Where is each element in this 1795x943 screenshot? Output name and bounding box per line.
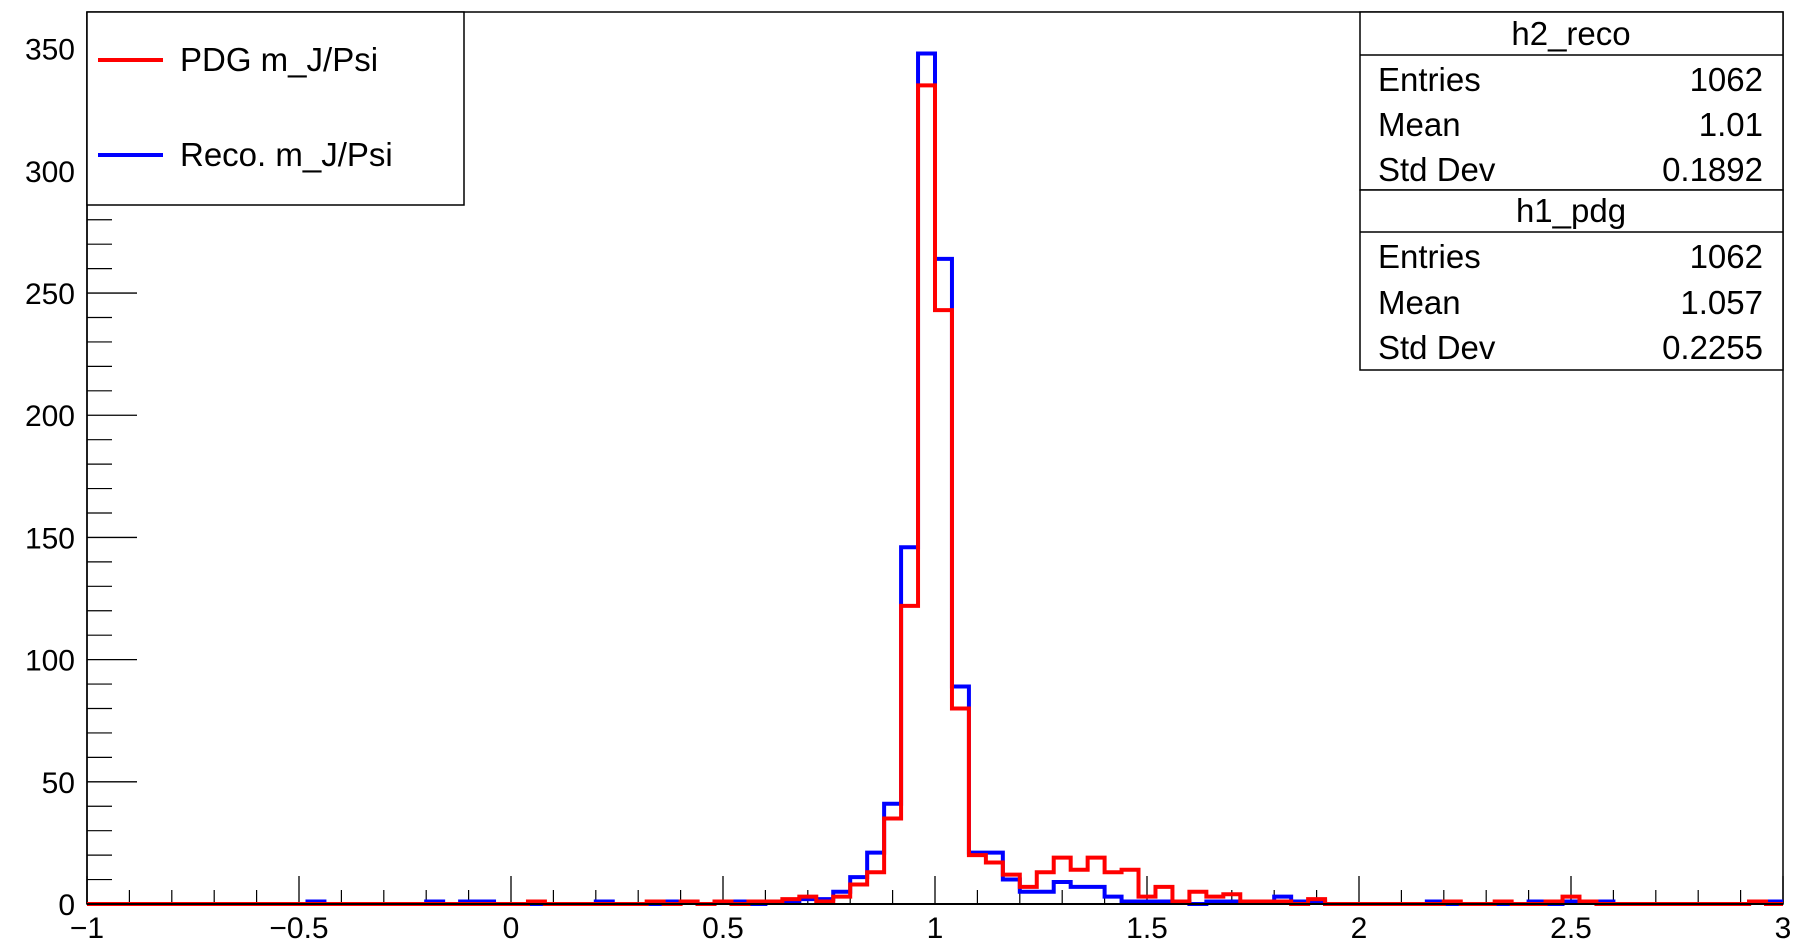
x-tick-label: −1 [70, 912, 104, 943]
stat-box-frame [1359, 189, 1784, 371]
stat-stddev-label: Std Dev [1378, 329, 1496, 366]
stat-box-title: h2_reco [1511, 15, 1630, 52]
y-tick-label: 150 [25, 522, 75, 555]
stat-mean-value: 1.057 [1680, 284, 1763, 321]
stat-mean-label: Mean [1378, 106, 1461, 143]
stat-entries-value: 1062 [1690, 238, 1763, 275]
x-tick-label: 3 [1775, 912, 1792, 943]
y-tick-label: 0 [58, 889, 75, 922]
y-tick-label: 100 [25, 645, 75, 678]
y-tick-label: 300 [25, 156, 75, 189]
x-axis: −1 −0.5 0 0.5 1 1.5 2 2.5 3 [70, 876, 1791, 943]
legend-label-pdg: PDG m_J/Psi [180, 41, 378, 78]
x-tick-label: 1.5 [1126, 912, 1168, 943]
stat-stddev-label: Std Dev [1378, 151, 1496, 188]
stat-box-h1-pdg: h1_pdg Entries 1062 Mean 1.057 Std Dev 0… [1359, 189, 1784, 371]
y-tick-label: 350 [25, 34, 75, 67]
x-tick-label: 2.5 [1550, 912, 1592, 943]
y-tick-label: 200 [25, 400, 75, 433]
stat-box-title: h1_pdg [1516, 192, 1626, 229]
legend-box [86, 11, 465, 206]
x-tick-label: 2 [1351, 912, 1368, 943]
x-tick-label: −0.5 [269, 912, 328, 943]
y-axis: 0 50 100 150 200 250 300 350 [25, 12, 137, 922]
stat-box-frame [1359, 11, 1784, 191]
stat-entries-label: Entries [1378, 61, 1481, 98]
x-tick-label: 0 [503, 912, 520, 943]
stat-mean-value: 1.01 [1699, 106, 1763, 143]
x-tick-label: 1 [927, 912, 944, 943]
stat-box-h2-reco: h2_reco Entries 1062 Mean 1.01 Std Dev 0… [1359, 11, 1784, 191]
y-tick-label: 250 [25, 278, 75, 311]
stat-stddev-value: 0.1892 [1662, 151, 1763, 188]
stat-mean-label: Mean [1378, 284, 1461, 321]
stat-stddev-value: 0.2255 [1662, 329, 1763, 366]
stat-entries-label: Entries [1378, 238, 1481, 275]
legend-label-reco: Reco. m_J/Psi [180, 136, 393, 173]
stat-entries-value: 1062 [1690, 61, 1763, 98]
y-tick-label: 50 [42, 767, 75, 800]
legend: PDG m_J/Psi Reco. m_J/Psi [86, 11, 465, 206]
x-tick-label: 0.5 [702, 912, 744, 943]
